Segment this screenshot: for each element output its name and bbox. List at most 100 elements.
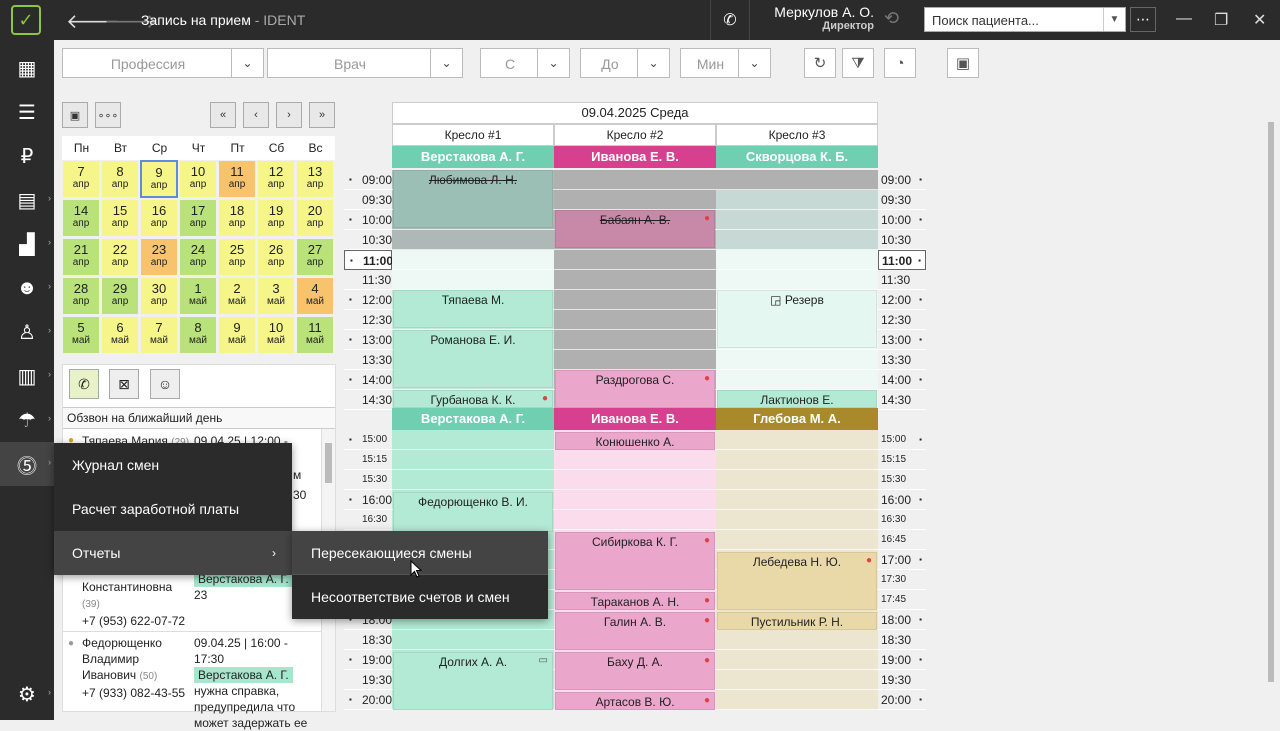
appointment[interactable]: Бабаян А. В. ● — [555, 210, 715, 248]
cancelled-tab[interactable]: ⊠ — [109, 369, 139, 399]
schedule-cell[interactable] — [554, 450, 716, 470]
schedule-cell[interactable] — [716, 190, 878, 210]
menu-item-shift-log[interactable]: Журнал смен — [72, 457, 160, 473]
appointment[interactable]: Гурбанова К. К. ● — [393, 390, 553, 408]
appointment[interactable]: Федорющенко В. И. — [393, 492, 553, 532]
schedule-cell[interactable] — [554, 290, 716, 310]
chevron-down-icon[interactable]: ⌄ — [637, 49, 669, 77]
appointment[interactable]: Лебедева Н. Ю. ● — [717, 552, 877, 610]
prev-week-button[interactable]: ‹ — [243, 102, 269, 128]
sidebar-item-insurance[interactable]: ☂ › — [0, 398, 54, 442]
schedule-cell[interactable] — [392, 230, 554, 250]
schedule-cell[interactable] — [392, 270, 554, 290]
forward-icon[interactable]: 🡒 — [104, 11, 158, 33]
back-icon[interactable]: 🡐 — [66, 11, 120, 33]
doctor-header[interactable]: Верстакова А. Г. — [392, 408, 554, 430]
calendar-day[interactable]: 8 апр — [101, 160, 139, 198]
calendar-day[interactable]: 7 апр — [62, 160, 100, 198]
today-button[interactable]: ▣ — [62, 102, 88, 128]
sidebar-item-payroll[interactable]: ⓹ › — [0, 442, 54, 486]
calendar-day[interactable]: 10 май — [257, 316, 295, 354]
calendar-day[interactable]: 9 апр — [140, 160, 178, 198]
calendar-view-button[interactable]: ▣ — [947, 48, 979, 78]
schedule-cell[interactable] — [554, 270, 716, 290]
schedule-cell[interactable] — [554, 250, 716, 270]
calendar-day[interactable]: 14 апр — [62, 199, 100, 237]
clear-filter-button[interactable]: ⧩ — [842, 48, 874, 78]
doctor-header[interactable]: Иванова Е. В. — [554, 146, 716, 168]
sidebar-item-finance[interactable]: ₽ — [0, 134, 54, 178]
calendar-day[interactable]: 11 май — [296, 316, 334, 354]
appointment[interactable]: Баху Д. А. ● — [555, 652, 715, 690]
schedule-cell[interactable] — [554, 490, 716, 510]
calendar-day[interactable]: 16 апр — [140, 199, 178, 237]
doctor-header[interactable]: Скворцова К. Б. — [716, 146, 878, 168]
doctor-select[interactable]: Врач ⌄ — [267, 48, 463, 78]
calendar-day[interactable]: 13 апр — [296, 160, 334, 198]
calendar-day[interactable]: 15 апр — [101, 199, 139, 237]
list-item[interactable]: ● Федорющенко Владимир Иванович (50) +7 (93… — [63, 631, 321, 730]
schedule-cell[interactable] — [392, 250, 554, 270]
schedule-cell[interactable] — [554, 330, 716, 350]
history-icon[interactable]: ⟲ — [884, 8, 900, 28]
schedule-cell[interactable] — [716, 530, 878, 550]
telephony-icon[interactable]: ✆ — [710, 0, 750, 40]
calendar-day[interactable]: 17 апр — [179, 199, 217, 237]
calendar-day[interactable]: 30 апр — [140, 277, 178, 315]
list-item[interactable]: Константиновна (39) +7 (953) 622-07-72 Вер… — [63, 571, 321, 631]
appointment[interactable]: Конюшенко А. — [555, 432, 715, 450]
menu-item-salary[interactable]: Расчет заработной платы — [72, 501, 240, 517]
schedule-cell[interactable] — [716, 250, 878, 270]
appointment[interactable]: ◲ Резерв — [717, 290, 877, 348]
schedule-cell[interactable] — [392, 430, 554, 450]
schedule-scrollbar[interactable] — [1266, 104, 1276, 704]
schedule-cell[interactable] — [554, 510, 716, 530]
calendar-day[interactable]: 5 май — [62, 316, 100, 354]
call-list-tab[interactable]: ✆ — [69, 369, 99, 399]
patient-search-input[interactable]: Поиск пациента... ▼ — [924, 7, 1126, 32]
time-to-select[interactable]: До ⌄ — [580, 48, 670, 78]
prev-month-button[interactable]: « — [210, 102, 236, 128]
calendar-day[interactable]: 21 апр — [62, 238, 100, 276]
schedule-cell[interactable] — [716, 450, 878, 470]
schedule-cell[interactable] — [716, 350, 878, 370]
appointment[interactable]: Пустильник Р. Н. — [717, 612, 877, 630]
calendar-day[interactable]: 2 май — [218, 277, 256, 315]
calendar-day[interactable]: 20 апр — [296, 199, 334, 237]
schedule-cell[interactable] — [716, 270, 878, 290]
calendar-day[interactable]: 7 май — [140, 316, 178, 354]
schedule-cell[interactable] — [716, 170, 878, 190]
sidebar-item-tasks[interactable]: ☰ — [0, 90, 54, 134]
sidebar-item-schedule[interactable]: ▦ — [0, 46, 54, 90]
sidebar-item-reports[interactable]: ▟ › — [0, 222, 54, 266]
chevron-down-icon[interactable]: ⌄ — [430, 49, 462, 77]
doctor-header[interactable]: Иванова Е. В. — [554, 408, 716, 430]
schedule-cell[interactable] — [716, 430, 878, 450]
calendar-day[interactable]: 8 май — [179, 316, 217, 354]
schedule-cell[interactable] — [716, 690, 878, 710]
chevron-down-icon[interactable]: ⌄ — [537, 49, 569, 77]
menu-item-reports[interactable]: Отчеты › — [54, 531, 292, 575]
time-from-select[interactable]: С ⌄ — [480, 48, 570, 78]
calendar-day[interactable]: 25 апр — [218, 238, 256, 276]
more-dates-button[interactable]: ∘∘∘ — [95, 102, 121, 128]
appointment[interactable]: Романова Е. И. — [393, 330, 553, 388]
maximize-button[interactable]: ❐ — [1214, 12, 1229, 29]
calendar-day[interactable]: 9 май — [218, 316, 256, 354]
schedule-cell[interactable] — [716, 510, 878, 530]
refresh-button[interactable]: ↻ — [804, 48, 836, 78]
more-menu-button[interactable]: ⋯ — [1130, 7, 1156, 32]
menu-item-mismatch[interactable]: Несоответствие счетов и смен — [311, 589, 510, 605]
doctor-header[interactable]: Глебова М. А. — [716, 408, 878, 430]
schedule-cell[interactable] — [716, 490, 878, 510]
next-month-button[interactable]: » — [309, 102, 335, 128]
minimize-button[interactable]: — — [1176, 10, 1192, 27]
calendar-day[interactable]: 10 апр — [179, 160, 217, 198]
schedule-cell[interactable] — [716, 630, 878, 650]
schedule-cell[interactable] — [554, 470, 716, 490]
appointment[interactable]: Галин А. В. ● — [555, 612, 715, 650]
schedule-cell[interactable] — [716, 650, 878, 670]
appointment[interactable]: Сибиркова К. Г. ● — [555, 532, 715, 590]
appointment[interactable]: Долгих А. А. ▭ — [393, 652, 553, 710]
calendar-day[interactable]: 23 апр — [140, 238, 178, 276]
